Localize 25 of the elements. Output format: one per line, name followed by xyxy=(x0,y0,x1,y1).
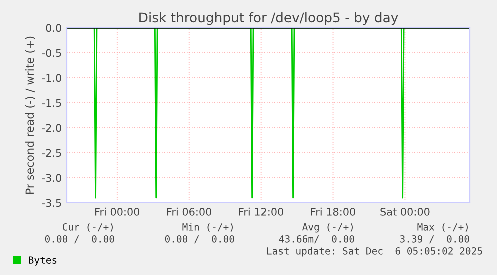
y-tick-label: 0.0 xyxy=(46,24,62,32)
text: Max (-/+) xyxy=(418,223,468,232)
text: Cur (-/+) xyxy=(62,223,113,232)
y-tick-label: -2.5 xyxy=(42,149,62,158)
y-tick-label: -3.0 xyxy=(42,174,62,182)
text: 0.00 / 0.00 xyxy=(45,235,114,244)
chart-title: Disk throughput for /dev/loop5 - by day xyxy=(140,12,398,26)
text: Last update: Sat Dec 6 05:05:02 2025 xyxy=(267,247,482,257)
text: 0.00 / 0.00 xyxy=(165,235,234,244)
x-tick-label: Fri 12:00 xyxy=(239,208,284,216)
y-tick-label: -1.5 xyxy=(42,99,62,108)
y-tick-label: -1.0 xyxy=(42,74,62,82)
x-tick-label: Sat 00:00 xyxy=(380,208,430,216)
x-tick-label: Fri 00:00 xyxy=(96,208,140,216)
y-axis-title: Pr second read (-) / write (+) xyxy=(26,36,36,194)
x-tick-label: Fri 06:00 xyxy=(167,208,212,216)
text: 3.39 / 0.00 xyxy=(400,235,470,244)
text: Avg (-/+) xyxy=(302,223,353,233)
legend-label: Bytes xyxy=(29,256,57,266)
x-tick-label: Fri 18:00 xyxy=(311,208,356,216)
text: 43.66m/ 0.00 xyxy=(279,235,354,244)
y-tick-label: -2.0 xyxy=(42,124,62,132)
text: Min (-/+) xyxy=(182,223,233,232)
y-tick-label: -0.5 xyxy=(42,49,62,58)
y-tick-label: -3.5 xyxy=(42,199,62,208)
